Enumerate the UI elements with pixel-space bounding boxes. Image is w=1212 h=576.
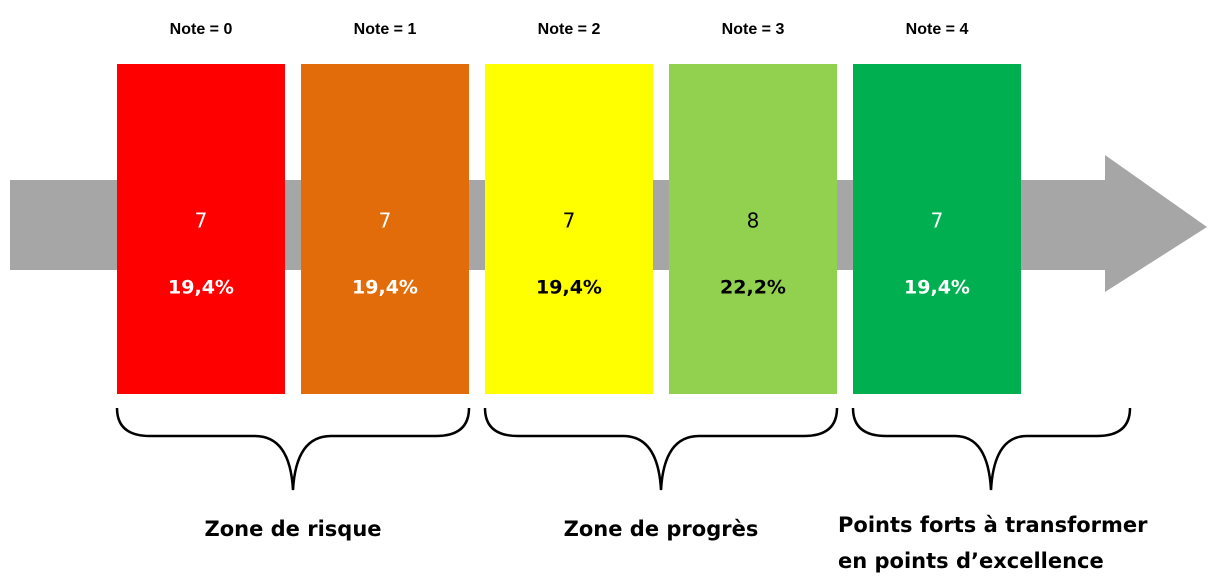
brace	[115, 407, 471, 491]
brace	[851, 407, 1132, 491]
note-block	[301, 64, 469, 394]
percent: 22,2%	[720, 277, 786, 299]
note-label: Note = 1	[354, 21, 417, 38]
count: 7	[379, 209, 392, 233]
count: 7	[563, 209, 576, 233]
count: 7	[931, 209, 944, 233]
note-label: Note = 4	[906, 21, 969, 38]
zone-label: Points forts à transformer	[838, 513, 1148, 537]
percent: 19,4%	[168, 277, 234, 299]
note-block	[669, 64, 837, 394]
count: 8	[747, 209, 760, 233]
percent: 19,4%	[536, 277, 602, 299]
note-block	[853, 64, 1021, 394]
zones: Zone de risque Zone de progrès Points fort…	[204, 513, 1148, 573]
zone-label: Zone de risque	[204, 517, 381, 541]
note-label: Note = 0	[170, 21, 233, 38]
note-block	[117, 64, 285, 394]
columns: Note = 0 7 19,4% Note = 1 7 19,4% Note = 2 7 19,…	[117, 21, 1021, 394]
note-label: Note = 2	[538, 21, 601, 38]
zone-label: en points d’excellence	[838, 549, 1104, 573]
percent: 19,4%	[352, 277, 418, 299]
count: 7	[195, 209, 208, 233]
percent: 19,4%	[904, 277, 970, 299]
note-block	[485, 64, 653, 394]
note-label: Note = 3	[722, 21, 785, 38]
zone-label: Zone de progrès	[564, 517, 759, 541]
brace	[483, 407, 839, 491]
